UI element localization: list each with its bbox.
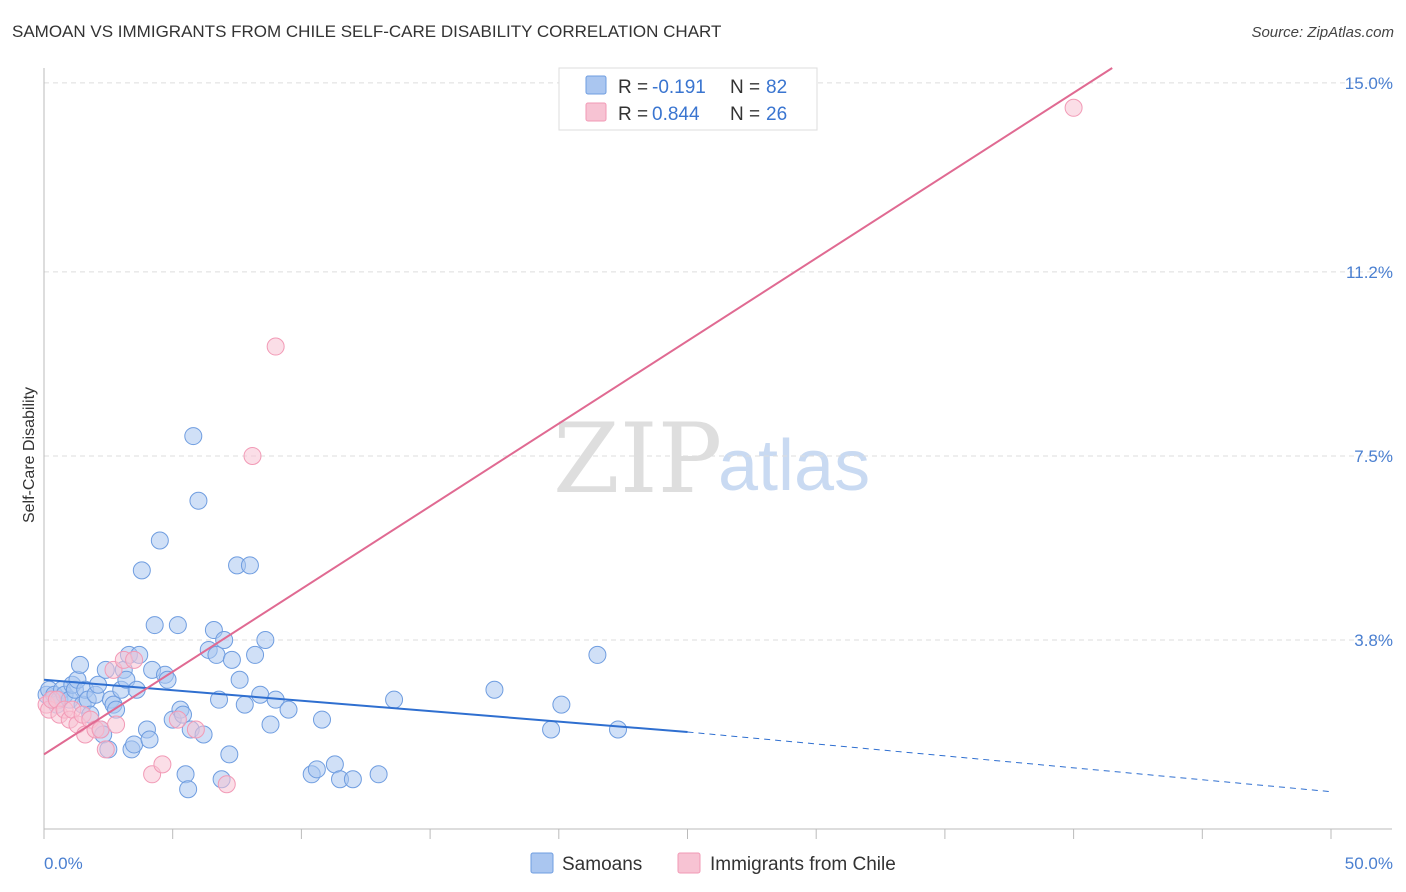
samoans-point xyxy=(222,650,241,669)
legend-swatch-samoans xyxy=(585,75,607,95)
series-samoans xyxy=(37,427,628,799)
samoans-point xyxy=(125,735,144,754)
chile-point xyxy=(186,720,205,739)
samoans-point xyxy=(220,745,239,764)
y-tick-label: 11.2% xyxy=(1346,263,1393,282)
legend-r-label-2: R = xyxy=(618,104,648,125)
chile-point xyxy=(217,775,236,794)
samoans-point xyxy=(230,670,249,689)
legend-n-label-2: N = xyxy=(730,104,760,125)
samoans-point xyxy=(189,491,208,510)
samoans-point xyxy=(485,680,504,699)
chile-trend-line xyxy=(43,67,1113,756)
bottom-legend-swatch-samoans xyxy=(530,852,554,874)
samoans-point xyxy=(246,645,265,664)
x-tick-label-max: 50.0% xyxy=(1345,854,1393,873)
samoans-point xyxy=(140,730,159,749)
legend-n-value-2: 26 xyxy=(766,104,787,125)
samoans-point xyxy=(235,695,254,714)
chile-point xyxy=(125,650,144,669)
samoans-trend-line xyxy=(43,678,688,734)
legend: R = -0.191 N = 82 R = 0.844 N = 26 xyxy=(558,67,818,131)
bottom-legend-swatch-chile xyxy=(677,852,701,874)
series-chile xyxy=(37,98,1083,794)
x-ticks xyxy=(43,829,1332,839)
samoans-point xyxy=(369,765,388,784)
samoans-point xyxy=(251,685,270,704)
trend-lines xyxy=(43,67,1332,793)
legend-r-label-1: R = xyxy=(618,77,648,98)
samoans-point xyxy=(168,616,187,635)
y-tick-label: 15.0% xyxy=(1345,74,1393,93)
legend-swatch-chile xyxy=(585,102,607,122)
samoans-point xyxy=(179,780,198,799)
bottom-legend-label-samoans: Samoans xyxy=(562,854,642,875)
legend-r-value-2: 0.844 xyxy=(652,104,700,125)
legend-n-value-1: 82 xyxy=(766,77,787,98)
samoans-point xyxy=(184,427,203,446)
samoans-trend-extension xyxy=(687,731,1332,793)
samoans-point xyxy=(261,715,280,734)
samoans-point xyxy=(588,645,607,664)
samoans-point xyxy=(343,770,362,789)
watermark-atlas: atlas xyxy=(718,426,870,506)
x-tick-label-min: 0.0% xyxy=(44,854,83,873)
chile-point xyxy=(96,740,115,759)
legend-n-label-1: N = xyxy=(730,77,760,98)
samoans-point xyxy=(325,755,344,774)
legend-r-value-1: -0.191 xyxy=(652,77,706,98)
samoans-point xyxy=(207,645,226,664)
chart-title: SAMOAN VS IMMIGRANTS FROM CHILE SELF-CAR… xyxy=(12,22,722,41)
chile-point xyxy=(266,337,285,356)
chile-point xyxy=(1064,98,1083,117)
samoans-point xyxy=(150,531,169,550)
chile-point xyxy=(91,720,110,739)
samoans-point xyxy=(552,695,571,714)
y-axis-label: Self-Care Disability xyxy=(21,387,38,523)
samoans-point xyxy=(307,760,326,779)
source-label: Source: ZipAtlas.com xyxy=(1251,24,1394,41)
samoans-point xyxy=(210,690,229,709)
chile-point xyxy=(153,755,172,774)
bottom-legend-label-chile: Immigrants from Chile xyxy=(710,854,896,875)
watermark: ZIP atlas xyxy=(553,403,870,515)
samoans-point xyxy=(279,700,298,719)
bottom-legend: Samoans Immigrants from Chile xyxy=(530,852,896,875)
samoans-point xyxy=(312,710,331,729)
watermark-zip: ZIP xyxy=(553,403,722,515)
y-tick-labels: 3.8% 7.5% 11.2% 15.0% xyxy=(1345,74,1393,650)
samoans-point xyxy=(132,561,151,580)
y-tick-label: 7.5% xyxy=(1354,447,1393,466)
samoans-point xyxy=(385,690,404,709)
chile-point xyxy=(243,446,262,465)
samoans-point xyxy=(176,765,195,784)
y-tick-label: 3.8% xyxy=(1354,631,1393,650)
samoans-point xyxy=(609,720,628,739)
chile-point xyxy=(168,710,187,729)
samoans-point xyxy=(240,556,259,575)
samoans-point xyxy=(256,630,275,649)
gridlines xyxy=(44,82,1392,641)
chile-point xyxy=(107,715,126,734)
samoans-point xyxy=(71,655,90,674)
samoans-point xyxy=(145,616,164,635)
samoans-point xyxy=(542,720,561,739)
